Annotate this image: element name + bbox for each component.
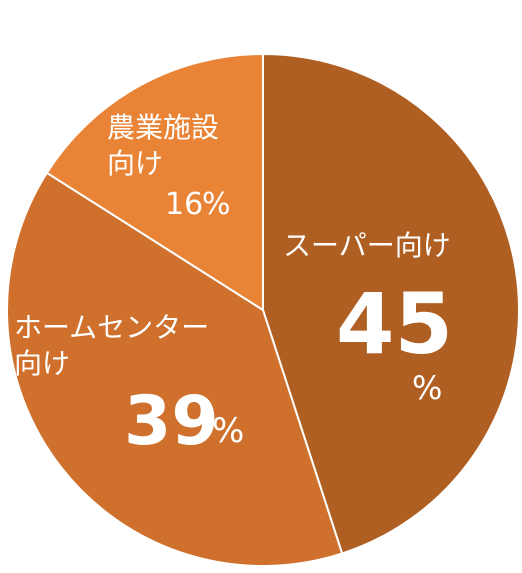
slice-label: ホームセンター 向け <box>14 311 210 381</box>
pie-slice <box>45 52 264 312</box>
slice-label: 農業施設 向け <box>107 111 220 181</box>
pie-slice <box>262 52 520 555</box>
value-unit: % <box>212 411 245 451</box>
pie-slice <box>6 171 344 567</box>
value-label: 16 <box>165 187 204 222</box>
value-unit: % <box>412 369 443 407</box>
value-label: 45 <box>336 275 453 373</box>
value-unit: % <box>202 187 231 222</box>
slice-label: スーパー向け <box>283 229 451 262</box>
value-label: 39 <box>124 382 219 461</box>
